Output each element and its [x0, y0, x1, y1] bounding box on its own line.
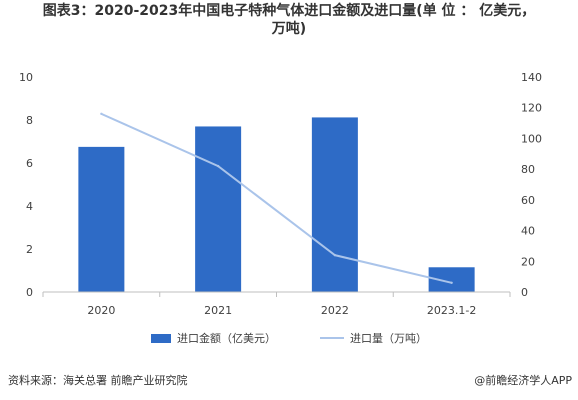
- x-tick-label: 2022: [321, 304, 349, 317]
- legend-label-volume: 进口量（万吨）: [350, 332, 427, 345]
- y-left-tick-label: 2: [26, 243, 33, 256]
- chart-title-line-1: 图表3：2020-2023年中国电子特种气体进口金额及进口量(单 位 ： 亿美元…: [42, 3, 536, 19]
- bar: [195, 126, 242, 292]
- legend-label-amount: 进口金额（亿美元）: [177, 332, 276, 345]
- legend-item-amount: 进口金额（亿美元）: [151, 330, 276, 346]
- y-right-tick-label: 120: [521, 102, 542, 115]
- x-tick-label: 2021: [204, 304, 232, 317]
- chart-title: 图表3：2020-2023年中国电子特种气体进口金额及进口量(单 位 ： 亿美元…: [6, 2, 572, 38]
- y-right-tick-label: 60: [521, 194, 535, 207]
- bar: [78, 146, 125, 292]
- y-right-tick-label: 40: [521, 225, 535, 238]
- legend-item-volume: 进口量（万吨）: [320, 330, 427, 346]
- source-note: 资料来源：海关总署 前瞻产业研究院: [8, 374, 188, 387]
- y-right-tick-label: 0: [521, 286, 528, 299]
- line-point: [450, 281, 453, 284]
- y-right-tick-label: 100: [521, 132, 542, 145]
- legend: 进口金额（亿美元） 进口量（万吨）: [0, 329, 578, 347]
- y-left-tick-label: 0: [26, 286, 33, 299]
- x-tick-label: 2023.1-2: [427, 304, 476, 317]
- line-point: [216, 164, 220, 168]
- bar: [311, 117, 358, 292]
- brand-credit: @前瞻经济学人APP: [474, 374, 572, 387]
- y-right-tick-label: 140: [521, 71, 542, 84]
- series-line-volume: [100, 112, 452, 284]
- line-point: [100, 112, 103, 116]
- chart-title-line-2: 万吨): [271, 21, 307, 37]
- y-left-tick-label: 6: [26, 157, 33, 170]
- y-left-tick-label: 10: [19, 71, 33, 84]
- y-right-tick-label: 80: [521, 163, 535, 176]
- line-point: [333, 253, 337, 257]
- x-tick-label: 2020: [87, 304, 115, 317]
- legend-swatch-line: [320, 337, 344, 339]
- y-left-tick-label: 4: [26, 200, 33, 213]
- y-right-tick-label: 20: [521, 255, 535, 268]
- y-left-tick-label: 8: [26, 114, 33, 127]
- footer: 资料来源：海关总署 前瞻产业研究院 @前瞻经济学人APP: [0, 370, 578, 390]
- legend-swatch-bar: [151, 333, 171, 343]
